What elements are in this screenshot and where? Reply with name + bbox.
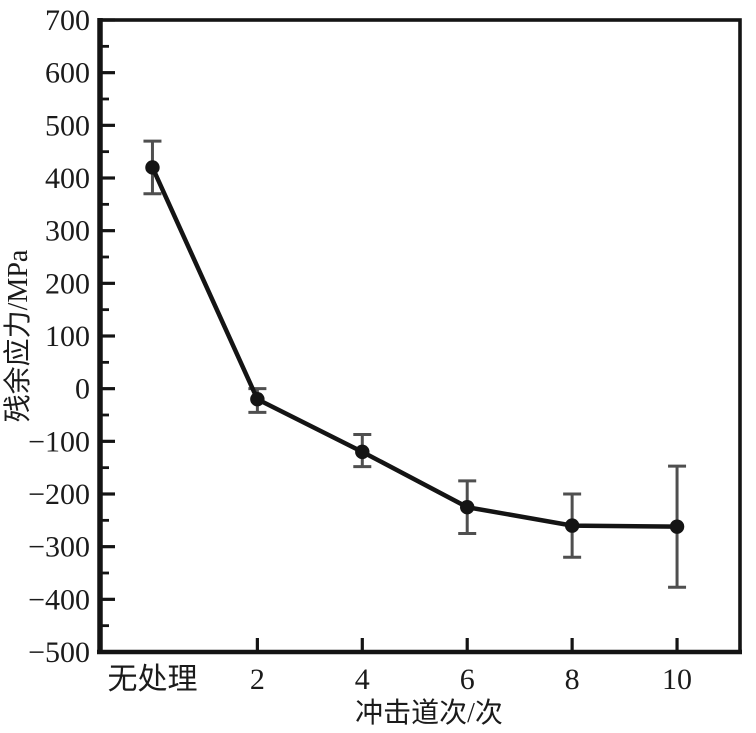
plot-frame: [98, 18, 742, 654]
data-point-marker: [145, 160, 160, 175]
x-tick-label: 8: [565, 663, 580, 696]
y-tick-label: 0: [75, 373, 90, 406]
x-tick-label: 10: [662, 663, 692, 696]
y-tick-label: −100: [28, 425, 90, 458]
data-point-marker: [355, 444, 370, 460]
x-tick-label: 6: [460, 663, 475, 696]
y-tick-label: 200: [45, 267, 90, 300]
x-axis-title: 冲击道次/次: [355, 697, 503, 729]
x-tick-label: 4: [355, 663, 370, 696]
data-line: [150, 165, 680, 529]
y-tick-label: −200: [28, 478, 90, 511]
x-tick-label: 2: [250, 663, 265, 696]
x-tick-label: 无处理: [107, 663, 197, 696]
y-tick-label: −400: [28, 583, 90, 616]
y-axis-title: 残余应力/MPa: [2, 249, 34, 422]
y-tick-label: 600: [45, 57, 90, 90]
y-tick-label: −500: [28, 636, 90, 669]
y-tick-label: 300: [45, 215, 90, 248]
y-tick-label: 400: [45, 162, 90, 195]
y-tick-label: 700: [45, 4, 90, 37]
y-tick-label: 500: [45, 109, 90, 142]
data-point-marker: [460, 499, 475, 515]
y-tick-label: −300: [28, 531, 90, 564]
data-point-marker: [564, 518, 580, 533]
data-point-marker: [669, 519, 685, 534]
y-tick-label: 100: [45, 320, 90, 353]
data-point-marker: [250, 392, 265, 407]
